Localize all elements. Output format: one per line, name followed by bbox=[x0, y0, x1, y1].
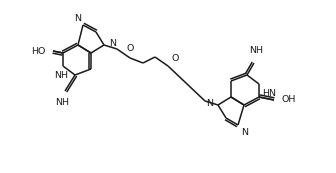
Text: OH: OH bbox=[282, 95, 296, 104]
Text: O: O bbox=[126, 44, 134, 53]
Text: O: O bbox=[171, 54, 178, 63]
Text: NH: NH bbox=[55, 98, 69, 107]
Text: N: N bbox=[109, 39, 116, 48]
Text: HO: HO bbox=[31, 47, 45, 56]
Text: NH: NH bbox=[54, 71, 68, 80]
Text: N: N bbox=[241, 128, 248, 137]
Text: N: N bbox=[74, 14, 81, 23]
Text: NH: NH bbox=[249, 46, 263, 55]
Text: HN: HN bbox=[262, 89, 276, 98]
Text: N: N bbox=[206, 98, 213, 107]
